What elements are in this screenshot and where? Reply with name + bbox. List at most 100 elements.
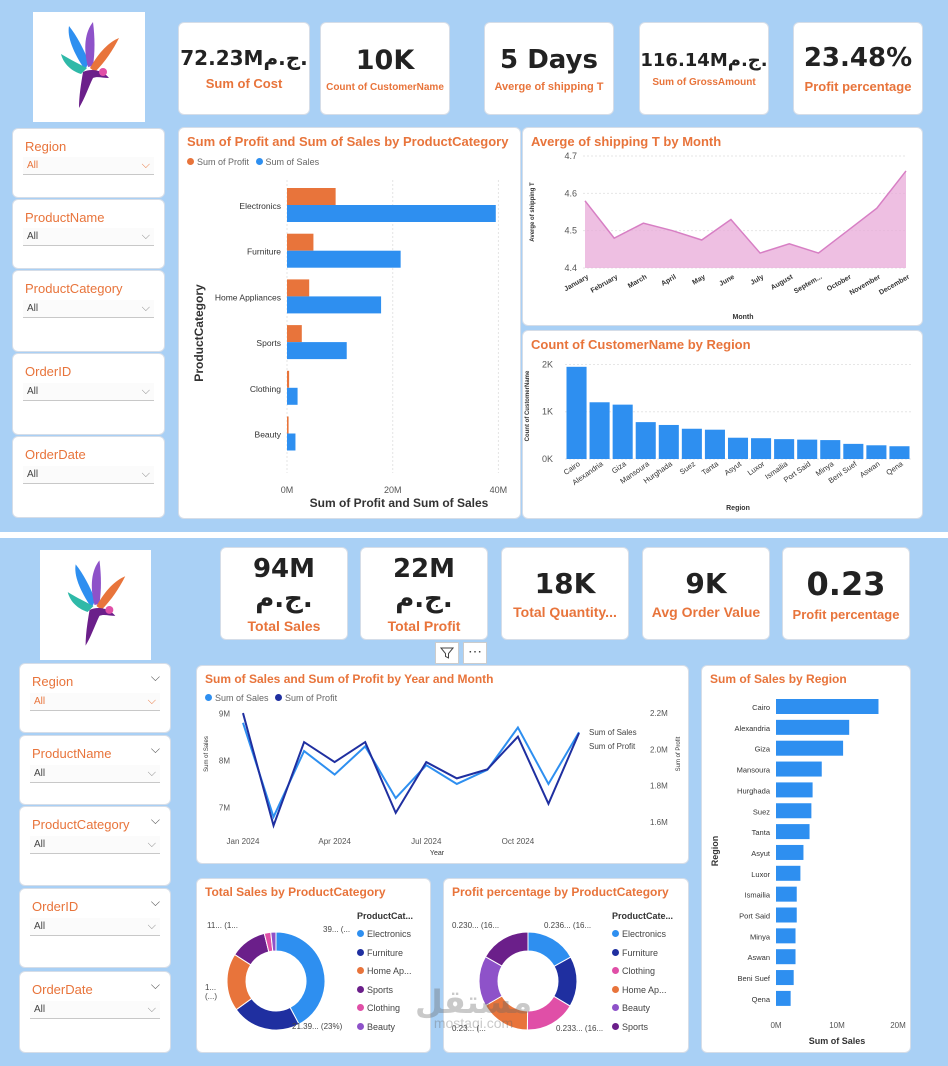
x-tick-label: June xyxy=(718,274,736,288)
watermark-arabic: مستقل xyxy=(415,983,533,1021)
legend-title: ProductCate... xyxy=(612,911,674,921)
y-tick-label: Sports xyxy=(256,338,281,348)
slicer-orderid[interactable]: OrderID ⌵ All ⌵ xyxy=(19,888,171,968)
legend-label: Sports xyxy=(622,1021,649,1032)
x-tick-label: July xyxy=(749,274,765,287)
slice-label: 11... (1... xyxy=(207,921,238,930)
y-axis-title-right: Sum of Profit xyxy=(676,736,682,772)
bar xyxy=(776,719,850,735)
chart-title: Profit percentage by ProductCategory xyxy=(452,885,669,899)
slicer-title: ProductName xyxy=(32,746,112,761)
bar-sales xyxy=(287,296,382,314)
legend-item: Sports xyxy=(612,1018,667,1037)
slicer-productcategory[interactable]: ProductCategory All ⌵ xyxy=(12,270,165,352)
bar xyxy=(776,699,879,714)
y-tick-label: Asyut xyxy=(751,849,771,858)
slicer-dropdown[interactable]: All ⌵ xyxy=(30,693,160,711)
slice-label: 21.39... (23%) xyxy=(292,1022,343,1031)
donut-slice xyxy=(484,931,529,967)
legend-item: Beauty xyxy=(357,1018,412,1037)
slicer-dropdown[interactable]: All ⌵ xyxy=(30,836,160,854)
chevron-down-icon[interactable]: ⌵ xyxy=(150,813,160,827)
bar xyxy=(774,439,795,459)
y-tick-label: Furniture xyxy=(247,247,281,257)
kpi-total-quantity: 18K Total Quantity... xyxy=(501,547,629,640)
chart-shipping-by-month[interactable]: Averge of shipping T by Month 4.7 4.6 4.5 4… xyxy=(522,127,923,326)
legend-dot xyxy=(612,930,619,937)
slicer-value: All xyxy=(34,768,46,779)
bar xyxy=(820,440,841,459)
slicer-dropdown[interactable]: All ⌵ xyxy=(23,383,154,401)
x-tick-label: November xyxy=(849,274,882,297)
series-end-label-profit: Sum of Profit xyxy=(589,742,636,751)
legend-dot xyxy=(357,948,364,956)
chevron-down-icon: ⌵ xyxy=(147,695,156,707)
legend-dot xyxy=(357,967,364,975)
y-axis-title: ProductCategory xyxy=(192,284,206,382)
slicer-title: ProductCategory xyxy=(25,281,123,296)
slicer-orderdate[interactable]: OrderDate ⌵ All ⌵ xyxy=(19,971,171,1053)
chart-title: Averge of shipping T by Month xyxy=(531,134,722,149)
chart-total-sales-donut[interactable]: Total Sales by ProductCategory ProductCa… xyxy=(196,878,431,1053)
chart-title: Sum of Sales by Region xyxy=(710,672,847,686)
x-tick-label: 20M xyxy=(890,1021,906,1030)
chart-sales-profit-by-month[interactable]: Sum of Sales and Sum of Profit by Year a… xyxy=(196,665,689,864)
slicer-region[interactable]: Region All ⌵ xyxy=(12,128,165,198)
kpi-value: 22M ج.م. xyxy=(392,553,456,614)
bar-profit xyxy=(287,370,290,388)
chart-profit-pct-donut[interactable]: Profit percentage by ProductCategory Pro… xyxy=(443,878,689,1053)
slicer-productname[interactable]: ProductName All ⌵ xyxy=(12,199,165,269)
chart-customers-by-region[interactable]: Count of CustomerName by Region 2K 1K 0K Ca… xyxy=(522,330,923,519)
slice-label: 0.230... (16... xyxy=(452,921,500,930)
bar xyxy=(776,844,804,860)
chevron-down-icon[interactable]: ⌵ xyxy=(150,978,160,992)
slicer-dropdown[interactable]: All ⌵ xyxy=(30,1001,160,1019)
x-tick-label: Qena xyxy=(884,459,905,477)
chevron-down-icon: ⌵ xyxy=(147,838,156,850)
chart-profit-sales-by-category[interactable]: Sum of Profit and Sum of Sales by Produc… xyxy=(178,127,521,519)
x-tick-label: Septem... xyxy=(793,274,823,296)
slicer-dropdown[interactable]: All ⌵ xyxy=(30,765,160,783)
y-tick-label: Beauty xyxy=(255,430,282,440)
bar xyxy=(751,438,772,459)
kpi-avg-shipping: 5 Days Averge of shipping T xyxy=(484,22,614,115)
chart-sales-by-region[interactable]: Sum of Sales by Region 0M 10M 20M Cairo Alex… xyxy=(701,665,911,1053)
slicer-dropdown[interactable]: All ⌵ xyxy=(23,157,154,175)
chevron-down-icon[interactable]: ⌵ xyxy=(150,670,160,684)
slicer-orderdate[interactable]: OrderDate All ⌵ xyxy=(12,436,165,518)
slicer-region[interactable]: Region ⌵ All ⌵ xyxy=(19,663,171,733)
kpi-label: Sum of Cost xyxy=(205,76,283,91)
chevron-down-icon: ⌵ xyxy=(141,230,150,242)
y-tick-label: Ismailia xyxy=(745,891,771,900)
series-end-label-sales: Sum of Sales xyxy=(589,728,637,737)
slicer-value: All xyxy=(27,303,39,314)
slicer-value: All xyxy=(34,921,46,932)
slicer-dropdown[interactable]: All ⌵ xyxy=(23,466,154,484)
chevron-down-icon[interactable]: ⌵ xyxy=(150,895,160,909)
kpi-label: Profit percentage xyxy=(804,79,912,94)
kpi-total-sales: 94M ج.م. Total Sales xyxy=(220,547,348,640)
y-tick-label-left: 9M xyxy=(219,709,230,718)
kpi-value: 5 Days xyxy=(500,44,598,75)
slicer-title: OrderDate xyxy=(32,982,93,997)
chevron-down-icon[interactable]: ⌵ xyxy=(150,742,160,756)
slicer-title: OrderDate xyxy=(25,447,86,462)
filter-icon[interactable] xyxy=(435,642,459,664)
y-tick-label-right: 2.0M xyxy=(650,745,668,754)
bar-sales xyxy=(287,433,296,451)
legend-label: Sports xyxy=(367,984,394,995)
slicer-dropdown[interactable]: All ⌵ xyxy=(30,918,160,936)
bar xyxy=(776,907,797,923)
legend-item: Home Ap... xyxy=(612,981,667,1000)
y-tick-label-right: 1.6M xyxy=(650,818,668,827)
x-tick-label: 0M xyxy=(770,1021,781,1030)
bar xyxy=(658,424,679,459)
slicer-productcategory[interactable]: ProductCategory ⌵ All ⌵ xyxy=(19,806,171,886)
kpi-value: 9K xyxy=(685,567,727,600)
more-options-icon[interactable]: ⋯ xyxy=(463,642,487,664)
slicer-orderid[interactable]: OrderID All ⌵ xyxy=(12,353,165,435)
legend-label: Clothing xyxy=(622,966,656,977)
slicer-productname[interactable]: ProductName ⌵ All ⌵ xyxy=(19,735,171,805)
slicer-dropdown[interactable]: All ⌵ xyxy=(23,300,154,318)
slicer-dropdown[interactable]: All ⌵ xyxy=(23,228,154,246)
